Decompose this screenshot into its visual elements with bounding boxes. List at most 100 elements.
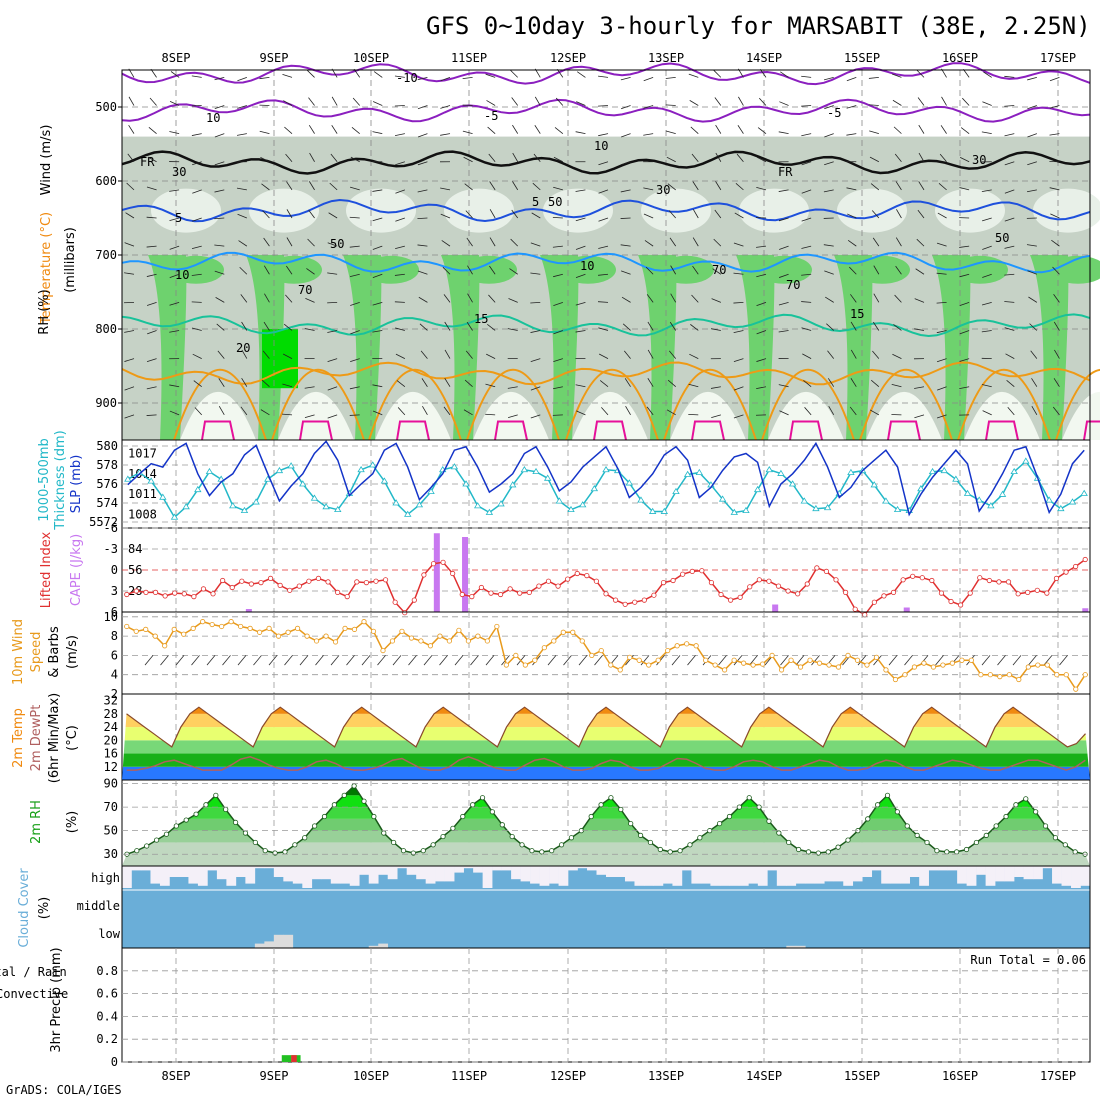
cloud-high-gap [406, 866, 417, 875]
wind-barb [1031, 405, 1038, 416]
wind-barb [850, 294, 857, 303]
wind-barb [597, 301, 609, 303]
wind10-barb [594, 655, 603, 666]
rh2m-marker [796, 846, 802, 853]
wind-barb [532, 182, 541, 191]
wind-barb [218, 378, 225, 387]
lifted-index-marker [430, 561, 437, 567]
wind-barb [418, 296, 428, 303]
x-tick-label-top: 9SEP [260, 51, 289, 65]
wind-barb [262, 350, 270, 359]
wind-barb [778, 217, 789, 222]
wind-barb [327, 386, 338, 391]
wind-barb [327, 358, 338, 362]
lifted-index-marker [1082, 556, 1088, 563]
wind-barb [467, 265, 473, 275]
lifted-index-marker [258, 579, 264, 586]
wind-barb [308, 209, 315, 219]
wind10-marker [1082, 672, 1088, 678]
wind10-marker [978, 672, 984, 678]
rh2m-marker [875, 802, 881, 808]
wind-barb [873, 265, 880, 275]
rh2m-marker [163, 831, 170, 837]
wind-barb [261, 183, 270, 191]
wind-barb [282, 383, 293, 388]
wind-barb [914, 386, 925, 389]
thickness-marker [124, 475, 132, 482]
wind-barb [665, 130, 676, 135]
wind-barb [351, 127, 360, 134]
rh2m-marker [302, 835, 308, 841]
cloud-high-gap [681, 866, 692, 871]
wind-barb [804, 407, 812, 416]
cloud-high-gap [511, 866, 521, 880]
lifted-index-marker [229, 584, 235, 591]
wind10-marker [854, 657, 861, 663]
wind-barb [1054, 349, 1060, 359]
wind-barb [128, 96, 135, 106]
isotherm-label: -5 [484, 109, 498, 123]
cloud-high-gap [966, 866, 977, 886]
wind-barb [846, 187, 857, 191]
lifted-index-marker [162, 593, 168, 599]
wind-barb [510, 70, 518, 78]
wind10-marker [209, 621, 215, 628]
wind10-marker [257, 629, 263, 635]
x-tick-label-bottom: 14SEP [746, 1069, 782, 1083]
wind-barb [169, 301, 180, 306]
isotherm-25-cap [201, 420, 235, 441]
wind-barb [531, 212, 541, 219]
wind-barb [690, 126, 699, 134]
wind-barb [169, 131, 180, 135]
wind-barb [372, 101, 383, 106]
cloud-high-gap [207, 866, 218, 871]
wind-barb [146, 358, 157, 363]
run-total-label: Run Total = 0.06 [970, 953, 1086, 967]
wind-barb [263, 237, 270, 247]
rh-light-pocket [837, 188, 907, 233]
cloud-high-gap [795, 866, 806, 884]
wind-barb [214, 244, 225, 247]
wind-barb [846, 213, 857, 219]
thickness-marker [1068, 498, 1077, 505]
wind-barb [733, 414, 744, 419]
rh2m-marker [786, 839, 792, 846]
lifted-index-marker [795, 591, 801, 597]
wind-barb [194, 407, 203, 416]
wind10-y-tick-label: 6 [111, 648, 118, 662]
lifted-index-marker [296, 583, 302, 589]
wind-barb [872, 237, 880, 247]
wind-barb [192, 353, 202, 359]
cloud-high-gap [938, 866, 948, 871]
wind-barb [146, 186, 157, 191]
temp-band [122, 727, 1090, 741]
lifted-index-marker [833, 577, 839, 583]
thickness-y-tick-label: 5572 [89, 515, 118, 529]
temp-tick-label: 20 [104, 733, 118, 747]
cloud-high-gap [738, 866, 749, 886]
wind-barb [688, 383, 699, 388]
ylabel-cape-part: CAPE (J/kg) [69, 534, 84, 606]
thickness-marker [427, 487, 435, 494]
cloud-high-gap [454, 866, 464, 873]
wind-barb [916, 69, 925, 78]
wind-barb [643, 187, 654, 191]
wind-barb [1052, 406, 1060, 416]
wind-barb [1004, 133, 1015, 137]
li-tick-label: 6 [111, 605, 118, 619]
wind-barb [261, 379, 270, 388]
rh-green-patch [756, 255, 812, 284]
thickness-marker [882, 497, 890, 504]
wind10-marker [238, 623, 244, 630]
wind-barb [869, 409, 880, 416]
ylabel-wind-part: Wind (m/s) [39, 125, 54, 196]
wind-barb [327, 301, 338, 304]
cape-bar [772, 604, 779, 612]
wind-barb [508, 298, 518, 303]
credit-label: GrADS: COLA/IGES [6, 1083, 122, 1097]
wind-barb [349, 273, 360, 278]
cloud-low-bar [254, 943, 265, 948]
lifted-index-marker [440, 559, 446, 565]
wind-barb [552, 386, 563, 390]
lifted-index-marker [986, 577, 992, 584]
